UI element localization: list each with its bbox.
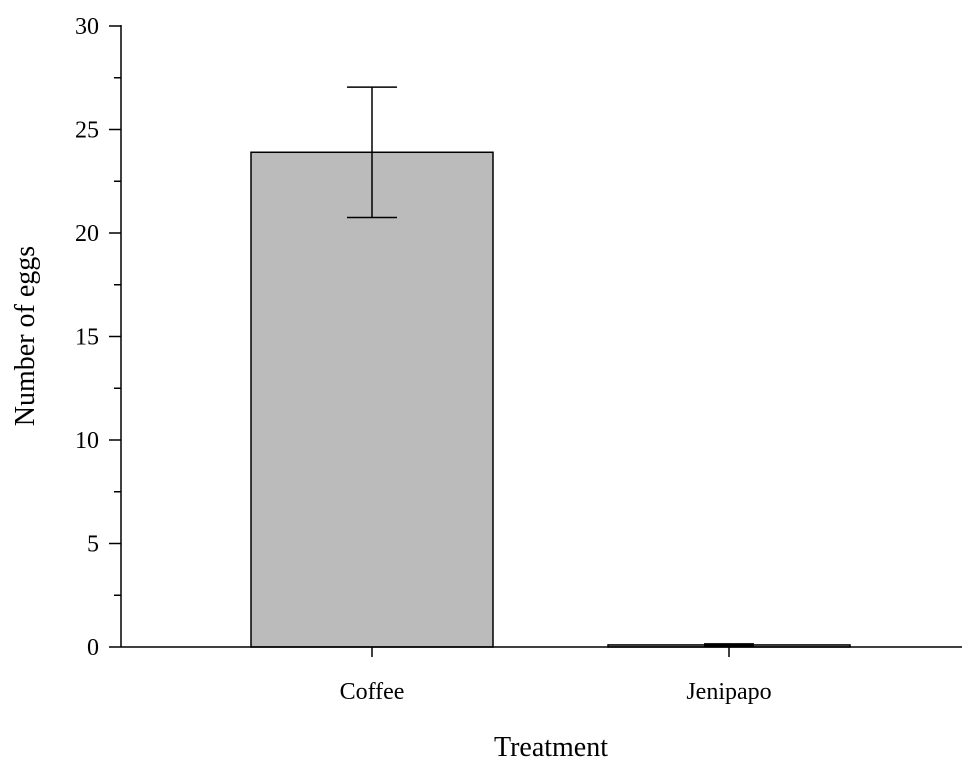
y-tick-label: 30 [75, 14, 99, 40]
y-axis-title: Number of eggs [10, 246, 41, 426]
x-tick-label-coffee: Coffee [340, 679, 405, 705]
y-tick-label: 20 [75, 221, 99, 247]
error-bar-jenipapo [704, 643, 754, 647]
axes-layer [120, 25, 962, 648]
x-ticks-layer: Coffee Jenipapo [340, 647, 772, 705]
y-tick-label: 10 [75, 428, 99, 454]
bars-layer [250, 151, 851, 648]
x-axis-title: Treatment [494, 732, 608, 758]
y-ticks-layer: 0 5 10 15 20 25 30 [75, 14, 121, 661]
x-tick-label-jenipapo: Jenipapo [686, 679, 771, 705]
y-tick-label: 25 [75, 118, 99, 144]
y-tick-label: 5 [87, 532, 99, 558]
y-tick-label: 0 [87, 635, 99, 661]
bar-coffee [250, 151, 494, 648]
error-bar-coffee [347, 86, 397, 219]
error-bars-layer [347, 86, 754, 647]
y-tick-label: 15 [75, 325, 99, 351]
